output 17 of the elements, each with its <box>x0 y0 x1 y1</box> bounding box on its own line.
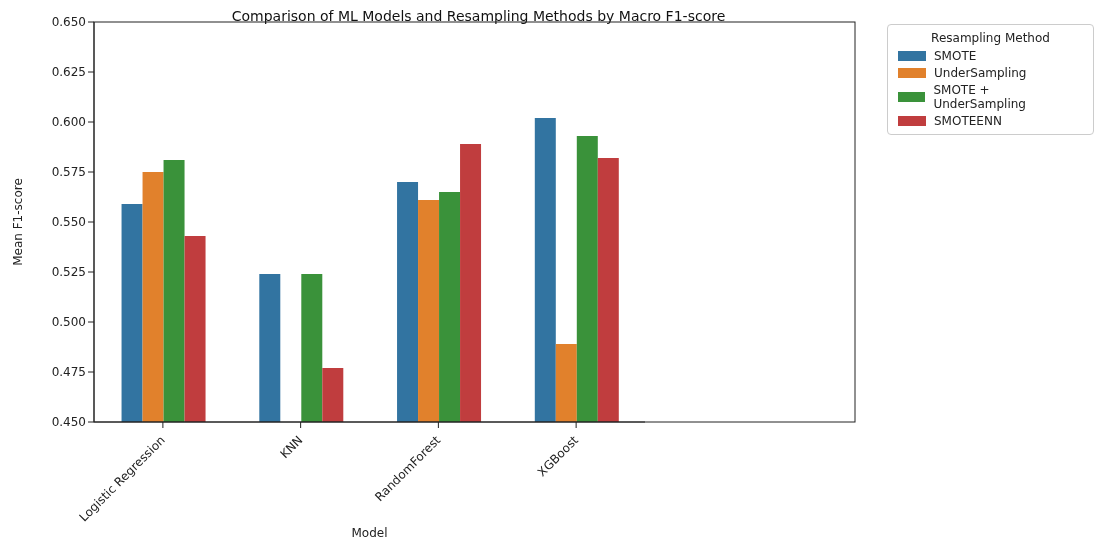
y-tick-label: 0.575 <box>51 165 86 180</box>
y-tick-label: 0.525 <box>51 265 86 280</box>
y-tick-label: 0.625 <box>51 65 86 80</box>
chart-title: Comparison of ML Models and Resampling Methods by Macro F1-score <box>230 8 727 24</box>
legend-label: UnderSampling <box>934 66 1027 80</box>
y-tick-label: 0.450 <box>51 415 86 430</box>
y-tick-label: 0.650 <box>51 15 86 30</box>
y-axis-title: Mean F1-score <box>11 178 26 266</box>
legend-label: SMOTE <box>934 49 977 63</box>
y-tick-label: 0.475 <box>51 365 86 380</box>
y-tick-label: 0.500 <box>51 315 86 330</box>
y-tick-label: 0.600 <box>51 115 86 130</box>
legend-title: Resampling Method <box>930 31 1051 45</box>
legend-label: SMOTE + UnderSampling <box>933 83 1027 111</box>
legend-label: SMOTEENN <box>934 114 1002 128</box>
x-axis-title: Model <box>351 526 388 540</box>
y-tick-label: 0.550 <box>51 215 86 230</box>
